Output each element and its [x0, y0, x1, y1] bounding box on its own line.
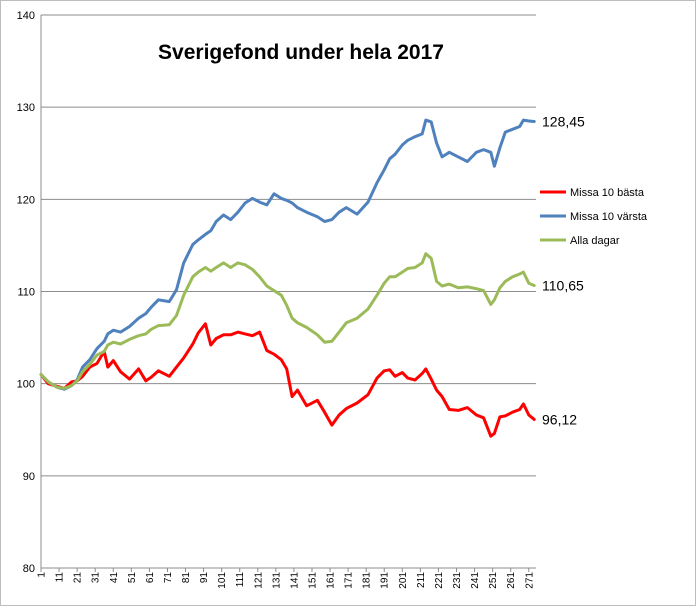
x-tick-label: 131	[271, 572, 282, 589]
x-tick-label: 221	[434, 572, 445, 589]
x-tick-label: 111	[235, 572, 246, 588]
end-value-label: 96,12	[542, 411, 577, 427]
x-tick-label: 41	[109, 572, 120, 584]
x-tick-label: 191	[380, 572, 391, 589]
y-axis-ticks: 80 90 100 110 120 130 140	[17, 10, 35, 575]
y-tick-label: 80	[23, 563, 35, 575]
legend-label: Missa 10 värsta	[570, 211, 648, 223]
x-tick-label: 201	[398, 572, 409, 589]
x-tick-label: 51	[127, 572, 138, 584]
y-tick-label: 90	[23, 471, 35, 483]
x-tick-label: 91	[199, 572, 210, 584]
y-tick-label: 110	[17, 287, 35, 299]
x-tick-label: 1	[37, 572, 48, 578]
y-tick-label: 120	[17, 194, 35, 206]
x-tick-label: 271	[524, 572, 535, 589]
axes	[40, 15, 536, 569]
x-tick-label: 231	[452, 572, 463, 589]
x-tick-label: 241	[470, 572, 481, 589]
legend-label: Missa 10 bästa	[570, 187, 645, 199]
x-tick-label: 171	[344, 572, 355, 589]
x-axis-ticks: 1 11 21 31 41 51 61 71 81 91 101 111 121 131 141 151 161…	[37, 568, 535, 589]
x-tick-label: 151	[307, 572, 318, 589]
x-tick-label: 81	[181, 572, 192, 584]
y-tick-label: 130	[17, 102, 35, 114]
series-line-alla-dagar	[39, 252, 536, 390]
end-value-label: 128,45	[542, 113, 585, 129]
x-tick-label: 161	[326, 572, 337, 589]
x-tick-label: 21	[73, 572, 84, 584]
end-value-label: 110,65	[542, 278, 584, 294]
x-tick-label: 101	[217, 572, 228, 589]
x-tick-label: 71	[163, 572, 174, 584]
gridlines	[41, 14, 536, 569]
x-tick-label: 61	[145, 572, 156, 584]
x-tick-label: 31	[91, 572, 102, 584]
x-tick-label: 261	[506, 572, 517, 589]
x-tick-label: 251	[488, 572, 499, 589]
end-value-labels: 96,12 128,45 110,65	[542, 113, 585, 427]
series-line-missa-10-b-sta	[39, 322, 536, 438]
x-tick-label: 11	[55, 572, 66, 583]
legend-label: Alla dagar	[570, 235, 620, 247]
x-tick-label: 181	[362, 572, 373, 589]
legend: Missa 10 bästa Missa 10 värsta Alla dagar	[540, 187, 648, 247]
x-tick-label: 121	[253, 572, 264, 589]
y-tick-label: 140	[17, 10, 35, 22]
x-tick-label: 211	[416, 572, 427, 588]
chart-title: Sverigefond under hela 2017	[158, 41, 444, 64]
series-line-missa-10-v-rsta	[39, 118, 536, 391]
y-tick-label: 100	[17, 379, 35, 391]
x-tick-label: 141	[289, 572, 300, 589]
series-lines	[39, 118, 536, 438]
